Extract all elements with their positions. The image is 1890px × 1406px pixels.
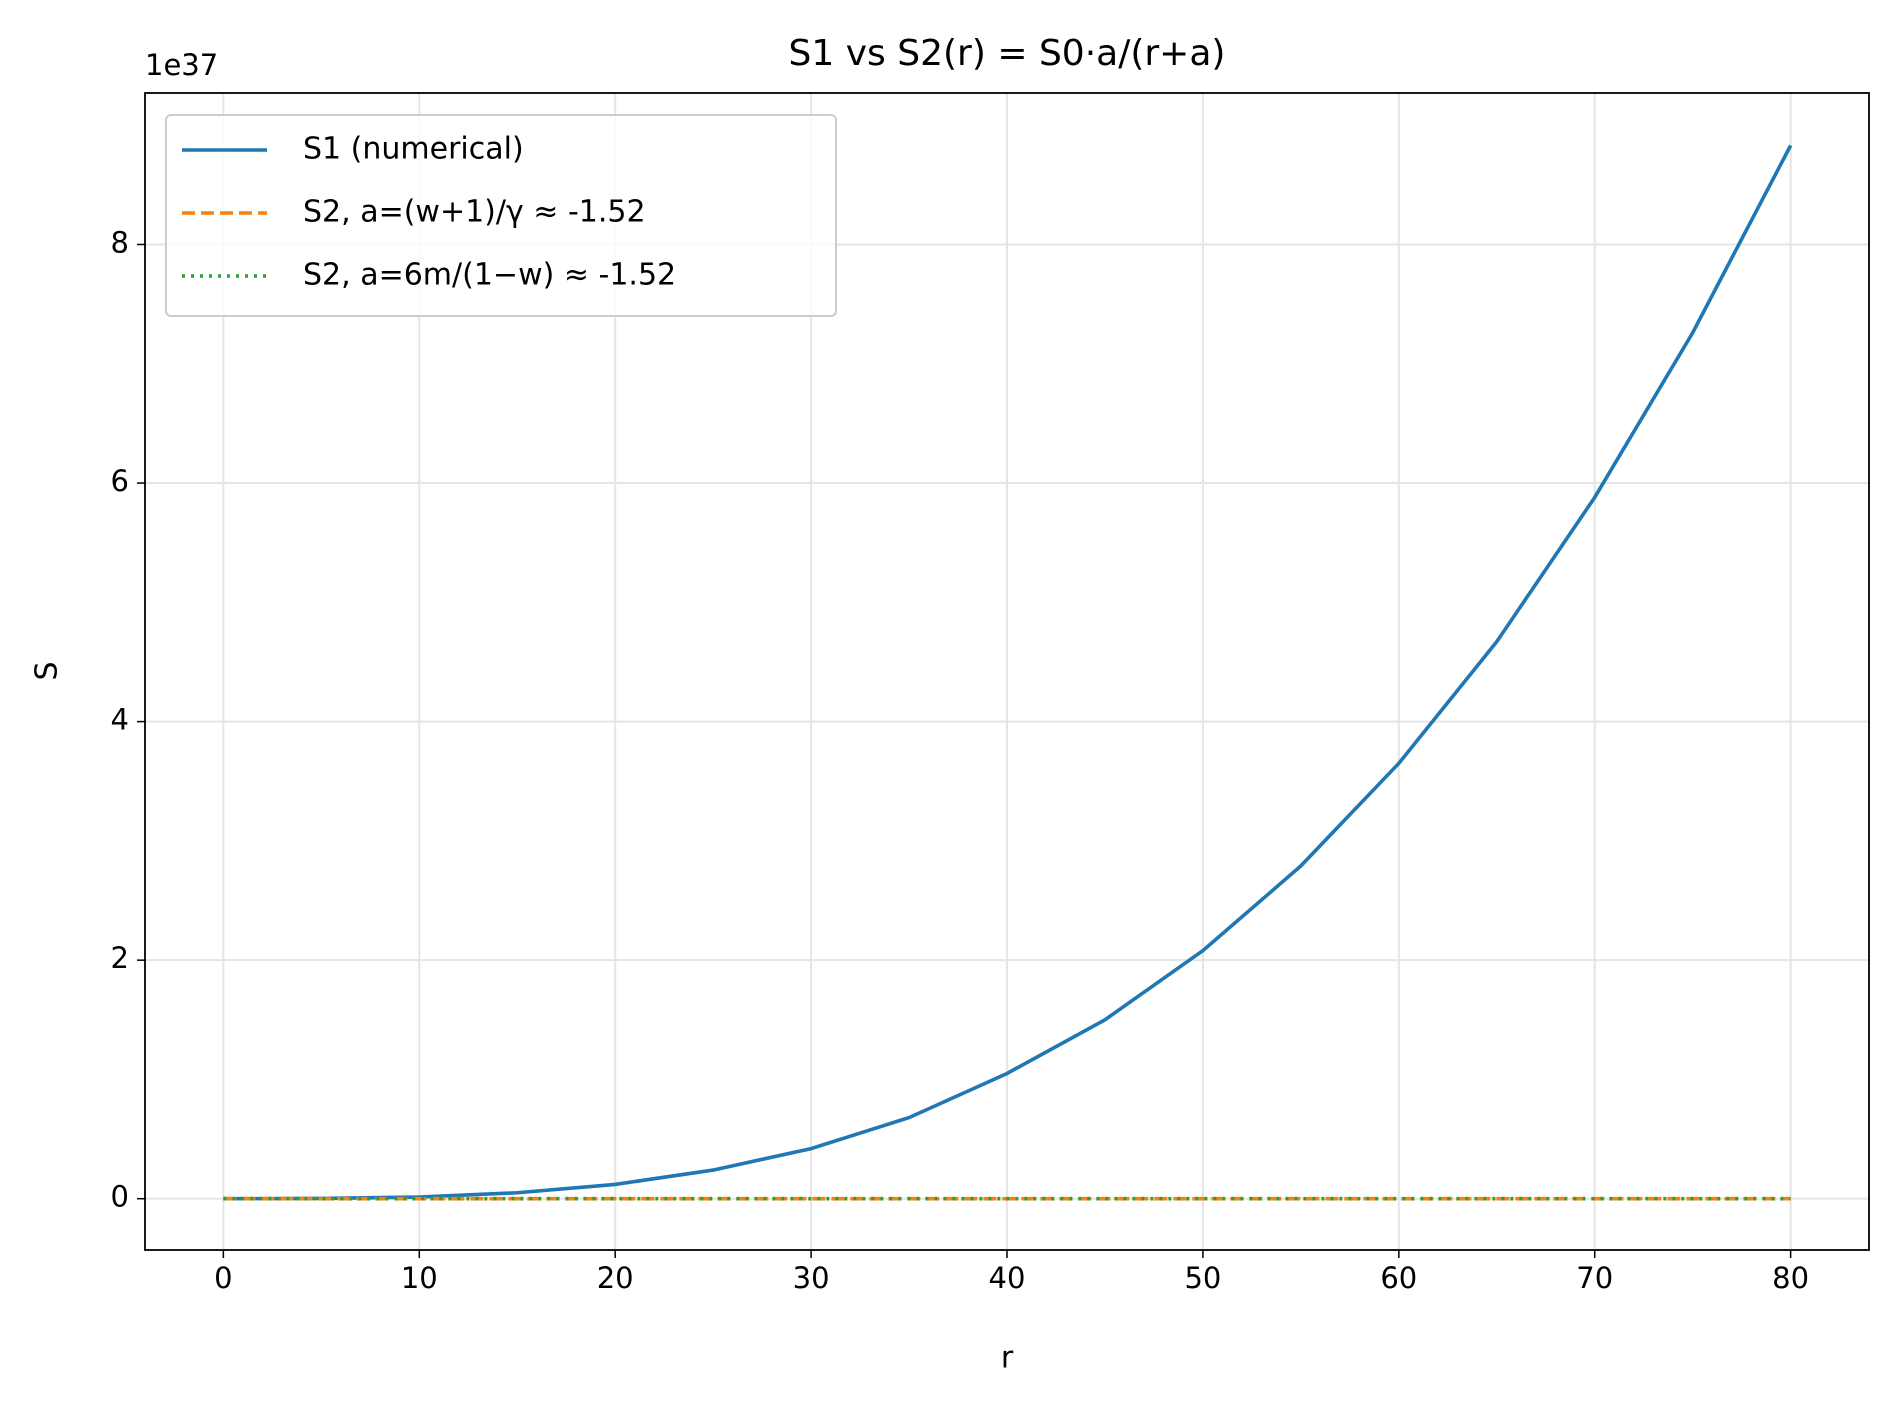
x-tick-label: 20 [597, 1261, 634, 1295]
x-tick-label: 60 [1380, 1261, 1417, 1295]
legend-label: S2, a=(w+1)/γ ≈ -1.52 [303, 195, 646, 230]
plot-frame [144, 92, 1870, 1251]
y-tick-label: 2 [111, 941, 129, 975]
x-tick-label: 10 [401, 1261, 438, 1295]
chart-title: S1 vs S2(r) = S0·a/(r+a) [789, 33, 1226, 74]
x-tick-label: 40 [989, 1261, 1026, 1295]
y-tick-label: 0 [111, 1180, 129, 1214]
legend-label: S1 (numerical) [303, 132, 524, 167]
x-tick-label: 30 [793, 1261, 830, 1295]
y-tick-label: 8 [111, 225, 129, 259]
x-tick-label: 70 [1576, 1261, 1613, 1295]
y-tick-label: 4 [111, 703, 129, 737]
y-offset-text: 1e37 [145, 48, 218, 82]
y-axis-label: S [30, 661, 65, 680]
y-tick-label: 6 [111, 464, 129, 498]
series-line [223, 144, 1793, 1201]
legend-label: S2, a=6m/(1−w) ≈ -1.52 [303, 258, 676, 293]
legend-box [165, 114, 837, 317]
x-tick-label: 80 [1772, 1261, 1809, 1295]
x-axis-label: r [1001, 1341, 1014, 1376]
x-tick-label: 0 [214, 1261, 232, 1295]
x-tick-label: 50 [1184, 1261, 1221, 1295]
